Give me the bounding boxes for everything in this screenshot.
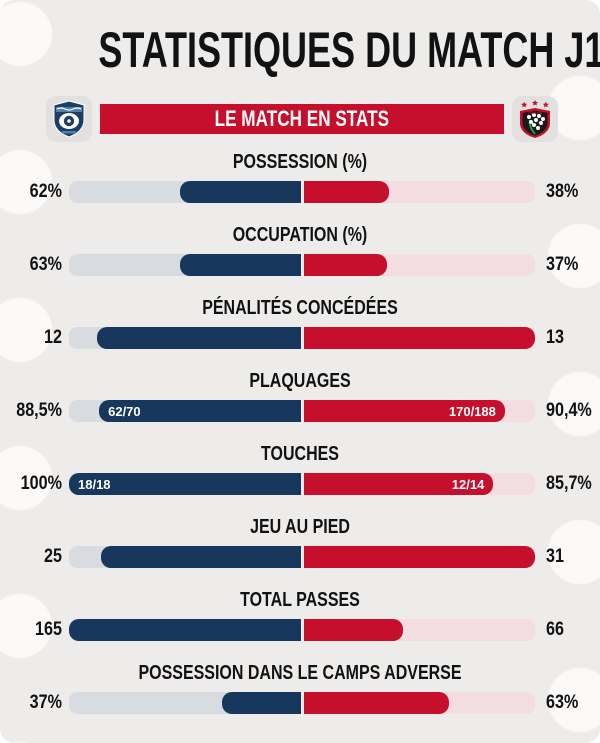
home-value: 12 xyxy=(44,327,62,348)
stat-row: JEU AU PIED 25 31 xyxy=(0,517,600,590)
stat-bar-row: 37% 63% xyxy=(0,692,600,714)
stat-bar-track: 62/70 170/188 xyxy=(69,400,535,422)
home-team-logo-tile xyxy=(46,96,92,142)
away-track: 12/14 xyxy=(303,473,535,495)
home-track xyxy=(69,254,301,276)
home-bar-fill xyxy=(180,254,301,276)
mhr-crest-icon xyxy=(53,100,85,138)
home-bar-fill xyxy=(101,546,301,568)
away-track xyxy=(303,692,535,714)
away-bar-fill: 12/14 xyxy=(303,473,494,495)
away-track xyxy=(303,546,535,568)
stat-bar-track xyxy=(69,692,535,714)
stat-bar-track xyxy=(69,619,535,641)
home-bar-fill xyxy=(69,619,301,641)
header: STATISTIQUES DU MATCH J1 xyxy=(0,24,600,76)
banner-row: LE MATCH EN STATS TOULON xyxy=(0,96,600,142)
away-bar-fill xyxy=(303,619,404,641)
home-value: 63% xyxy=(29,254,62,275)
stat-bar-row: 62% 38% xyxy=(0,181,600,203)
section-banner-label: LE MATCH EN STATS xyxy=(214,106,390,131)
away-track xyxy=(303,254,535,276)
stat-bar-row: 100% 18/18 12/14 85,7% xyxy=(0,473,600,495)
stat-bar-row: 25 31 xyxy=(0,546,600,568)
home-bar-fill xyxy=(221,692,301,714)
stat-bar-track xyxy=(69,254,535,276)
away-bar-fill xyxy=(303,181,390,203)
stat-label: POSSESSION (%) xyxy=(232,151,368,173)
stat-row: TOUCHES 100% 18/18 12/14 85,7% xyxy=(0,444,600,517)
home-value: 100% xyxy=(20,473,62,494)
away-bar-fill xyxy=(303,254,387,276)
stat-bar-track xyxy=(69,181,535,203)
away-team-logo-tile: TOULON xyxy=(512,96,558,142)
stat-bar-row: 88,5% 62/70 170/188 90,4% xyxy=(0,400,600,422)
stat-label: PÉNALITÉS CONCÉDÉES xyxy=(202,297,398,319)
home-bar-fill xyxy=(180,181,301,203)
away-value: 31 xyxy=(546,546,564,567)
home-bar-label: 18/18 xyxy=(78,476,111,492)
away-value: 38% xyxy=(546,181,579,202)
stat-row: OCCUPATION (%) 63% 37% xyxy=(0,225,600,298)
away-value: 37% xyxy=(546,254,579,275)
stat-label: TOUCHES xyxy=(261,443,339,465)
stat-row: PÉNALITÉS CONCÉDÉES 12 13 xyxy=(0,298,600,371)
home-track xyxy=(69,546,301,568)
away-track xyxy=(303,181,535,203)
home-track: 18/18 xyxy=(69,473,301,495)
home-value: 37% xyxy=(29,692,62,713)
home-bar-fill: 62/70 xyxy=(99,400,301,422)
away-bar-fill xyxy=(303,546,535,568)
stat-bar-track: 18/18 12/14 xyxy=(69,473,535,495)
stat-bar-track xyxy=(69,327,535,349)
rct-crest-icon: TOULON xyxy=(520,99,550,138)
home-value: 165 xyxy=(35,619,62,640)
home-bar-fill xyxy=(96,327,301,349)
stat-label: POSSESSION DANS LE CAMPS ADVERSE xyxy=(138,662,462,684)
home-track: 62/70 xyxy=(69,400,301,422)
stat-row: TOTAL PASSES 165 66 xyxy=(0,590,600,663)
home-track xyxy=(69,327,301,349)
away-bar-fill xyxy=(303,327,535,349)
away-value: 66 xyxy=(546,619,564,640)
away-track xyxy=(303,619,535,641)
stat-label: OCCUPATION (%) xyxy=(232,224,368,246)
home-track xyxy=(69,619,301,641)
home-track xyxy=(69,692,301,714)
home-bar-label: 62/70 xyxy=(108,403,141,419)
away-bar-label: 12/14 xyxy=(451,476,485,492)
away-track xyxy=(303,327,535,349)
away-value: 63% xyxy=(546,692,579,713)
away-bar-label: 170/188 xyxy=(448,403,496,419)
away-value: 13 xyxy=(546,327,564,348)
home-value: 62% xyxy=(29,181,62,202)
stat-bar-row: 165 66 xyxy=(0,619,600,641)
stat-label: JEU AU PIED xyxy=(250,516,350,538)
away-track: 170/188 xyxy=(303,400,535,422)
stats-list: POSSESSION (%) 62% 38% OCCUPATION (%) xyxy=(0,152,600,736)
home-track xyxy=(69,181,301,203)
stat-bar-row: 12 13 xyxy=(0,327,600,349)
away-value: 90,4% xyxy=(546,400,592,421)
page-title: STATISTIQUES DU MATCH J1 xyxy=(98,22,600,78)
away-value: 85,7% xyxy=(546,473,592,494)
home-value: 88,5% xyxy=(16,400,62,421)
stat-label: PLAQUAGES xyxy=(249,370,351,392)
stat-label: TOTAL PASSES xyxy=(240,589,360,611)
away-bar-fill xyxy=(303,692,450,714)
stat-row: POSSESSION (%) 62% 38% xyxy=(0,152,600,225)
stat-row: POSSESSION DANS LE CAMPS ADVERSE 37% 63% xyxy=(0,663,600,736)
stat-row: PLAQUAGES 88,5% 62/70 170/188 90,4% xyxy=(0,371,600,444)
stat-bar-row: 63% 37% xyxy=(0,254,600,276)
section-banner: LE MATCH EN STATS xyxy=(100,104,504,134)
svg-text:TOULON: TOULON xyxy=(528,111,543,115)
home-value: 25 xyxy=(44,546,62,567)
home-bar-fill: 18/18 xyxy=(69,473,301,495)
away-bar-fill: 170/188 xyxy=(303,400,505,422)
stat-bar-track xyxy=(69,546,535,568)
